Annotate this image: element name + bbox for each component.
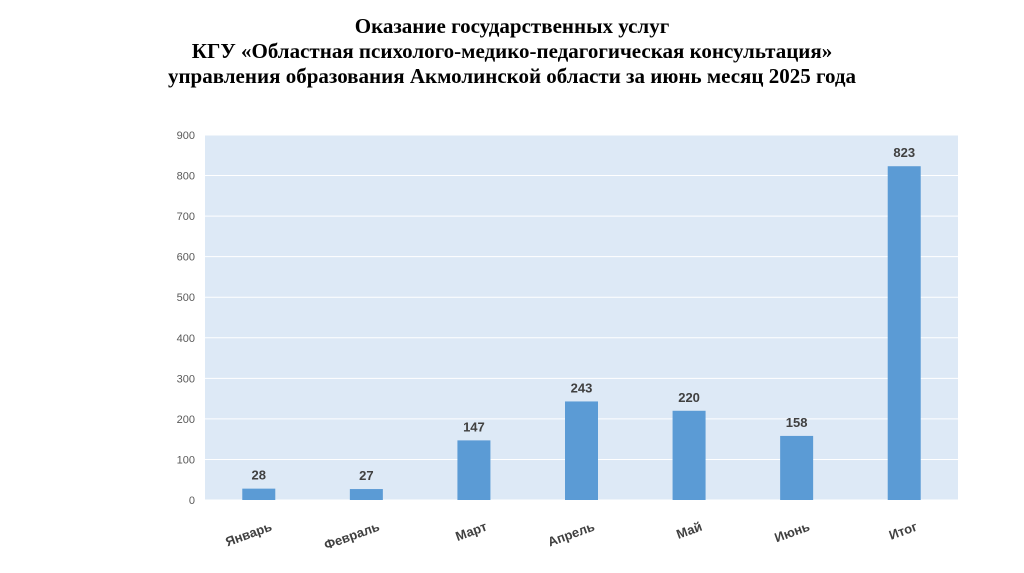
y-tick-label-100: 100 [177,454,195,466]
y-tick-label-800: 800 [177,171,195,183]
chart-title: Оказание государственных услуг КГУ «Обла… [0,14,1024,89]
bar-4 [565,401,598,500]
y-tick-label-500: 500 [177,292,195,304]
y-tick-label-600: 600 [177,252,195,264]
bar-7 [887,166,921,500]
x-tick-label-3: Март [453,519,489,544]
data-label-6: 158 [786,415,808,430]
y-tick-label-300: 300 [177,373,195,385]
bar-2 [349,489,383,500]
x-tick-label-5: Май [674,519,704,542]
bar-1 [242,488,276,500]
x-tick-label-4: Апрель [546,519,597,550]
y-tick-label-700: 700 [177,211,195,223]
data-label-5: 220 [678,390,700,405]
data-label-3: 147 [463,419,485,434]
data-label-2: 27 [359,468,373,483]
bar-5 [672,410,706,500]
y-tick-label-400: 400 [177,333,195,345]
data-label-4: 243 [571,380,593,395]
y-tick-label-900: 900 [177,130,195,142]
x-tick-label-2: Февраль [322,519,381,553]
y-tick-label-0: 0 [189,495,195,507]
y-tick-label-200: 200 [177,414,195,426]
bar-3 [457,440,491,500]
x-tick-label-1: Январь [223,519,273,550]
x-tick-label-6: Июнь [772,519,811,546]
x-tick-label-7: Итог [887,519,920,543]
data-label-7: 823 [893,145,915,160]
title-line-1: Оказание государственных услуг [354,14,670,38]
bar-6 [780,435,814,500]
data-label-1: 28 [252,468,266,483]
title-line-3: управления образования Акмолинской облас… [167,64,857,88]
title-line-2: КГУ «Областная психолого-медико-педагоги… [191,39,833,63]
